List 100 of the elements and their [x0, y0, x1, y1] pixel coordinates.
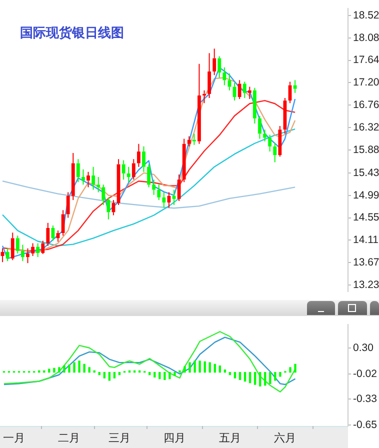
bar: [188, 362, 191, 373]
x-tick-label: 一月: [3, 432, 25, 445]
bar: [108, 372, 111, 381]
candlestick: [41, 240, 45, 254]
bar: [158, 372, 161, 380]
candlestick: [16, 235, 20, 254]
bar: [264, 372, 266, 386]
bar: [78, 360, 80, 373]
y-tick-label: 0.30: [353, 342, 374, 354]
bar: [68, 364, 70, 373]
candlestick: [208, 52, 212, 99]
candlestick: [263, 129, 266, 142]
candlestick: [82, 168, 85, 186]
bar: [73, 362, 76, 373]
y-tick-label: 14.11: [353, 234, 379, 246]
candlestick: [106, 196, 110, 220]
candlestick: [126, 166, 130, 183]
candlestick: [122, 160, 126, 180]
bar: [83, 364, 86, 373]
candlestick: [228, 73, 232, 91]
bar: [259, 372, 262, 386]
y-tick-label: -0.65: [353, 419, 378, 432]
candlestick: [268, 134, 272, 152]
bar: [244, 372, 246, 382]
bar: [103, 372, 106, 378]
candlestick: [71, 152, 75, 200]
bar: [178, 370, 181, 373]
text: 国际现货银日线图: [20, 24, 124, 42]
y-tick-label: 13.23: [353, 278, 379, 291]
bar: [113, 372, 116, 378]
x-tick-label: 二月: [58, 432, 80, 445]
candlestick: [242, 81, 246, 99]
candlestick: [132, 158, 136, 180]
bar: [154, 372, 156, 378]
candlestick: [162, 192, 166, 208]
candlestick: [222, 66, 226, 86]
bar: [218, 365, 222, 373]
bar: [174, 372, 176, 376]
candlestick: [182, 138, 186, 183]
y-tick-label: 16.32: [353, 121, 379, 134]
candlestick: [31, 242, 34, 257]
candlestick: [252, 87, 256, 124]
candlestick: [102, 184, 106, 206]
y-tick-label: 18.08: [353, 32, 379, 44]
candlestick: [96, 176, 100, 193]
candlestick: [192, 133, 196, 146]
bar: [164, 372, 166, 380]
candlestick: [198, 63, 201, 144]
y-tick-label: 13.67: [353, 256, 379, 269]
candlestick: [187, 136, 191, 147]
candlestick: [36, 242, 40, 258]
x-tick-label: 六月: [274, 432, 296, 445]
bar: [234, 372, 236, 378]
bar: [168, 372, 171, 380]
x-tick-label: 三月: [108, 432, 130, 445]
candlestick: [10, 232, 14, 261]
bar: [53, 368, 56, 373]
bar: [294, 364, 296, 373]
bar: [254, 372, 256, 385]
bar: [198, 360, 201, 373]
candlestick: [157, 184, 161, 200]
bar: [204, 361, 206, 373]
candlestick: [92, 166, 96, 190]
candlestick: [278, 126, 282, 158]
bar: [194, 360, 196, 373]
y-tick-label: 14.55: [353, 212, 379, 224]
candlestick: [152, 179, 156, 196]
bar: [48, 368, 50, 373]
y-tick-label: 17.64: [353, 54, 379, 66]
candlestick: [202, 90, 206, 104]
bar: [269, 372, 272, 384]
candlestick: [86, 171, 90, 188]
candlestick: [136, 143, 140, 168]
candlestick: [147, 164, 150, 188]
bar: [248, 372, 252, 384]
y-tick-label: -0.02: [353, 368, 378, 380]
candlestick: [26, 248, 30, 264]
y-tick-label: 16.76: [353, 99, 379, 112]
y-tick-label: 17.20: [353, 76, 379, 89]
y-tick-label: 14.99: [353, 189, 379, 202]
candlestick: [238, 80, 242, 100]
y-tick-label: -0.33: [353, 393, 378, 406]
candlestick: [142, 146, 146, 172]
bar: [88, 367, 90, 373]
candlestick: [20, 244, 24, 262]
candlestick: [248, 86, 252, 100]
candlestick: [76, 158, 80, 183]
candlestick: [273, 142, 277, 163]
bar: [63, 365, 66, 373]
bar: [279, 372, 282, 377]
bar: [274, 372, 276, 381]
bar: [184, 366, 186, 373]
candlestick: [66, 192, 70, 218]
bar: [238, 372, 242, 380]
candlestick: [218, 56, 222, 78]
x-tick-label: 四月: [164, 432, 186, 445]
bar: [208, 362, 211, 373]
y-tick-label: 18.52: [353, 9, 379, 22]
candlestick: [212, 48, 216, 76]
y-tick-label: 15.43: [353, 166, 379, 179]
